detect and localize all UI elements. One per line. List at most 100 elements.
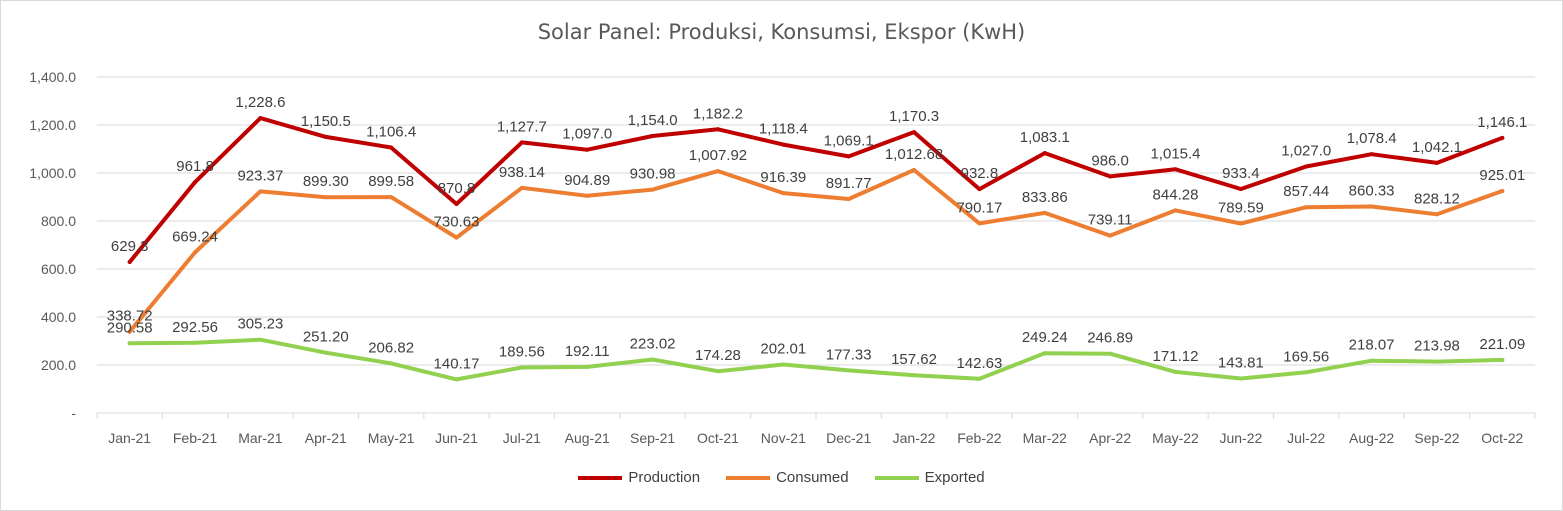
x-tick-label: Jul-22 xyxy=(1287,430,1325,446)
data-point-consumed xyxy=(715,169,720,174)
data-label-consumed: 730.63 xyxy=(434,214,480,231)
data-label-consumed: 899.30 xyxy=(303,173,349,190)
x-axis: Jan-21 Feb-21 Mar-21 Apr-21 May-21 Jun-21 Jul-… xyxy=(96,412,1536,446)
data-label-exported: 174.28 xyxy=(695,347,741,364)
data-point-exported xyxy=(1304,370,1309,375)
data-label-consumed: 1,007.92 xyxy=(689,147,747,164)
data-point-exported xyxy=(127,341,132,346)
x-tick-label: Dec-21 xyxy=(826,430,871,446)
x-tick-label: Jul-21 xyxy=(503,430,541,446)
x-tick-label: Oct-21 xyxy=(697,430,739,446)
data-label-production: 961.8 xyxy=(176,158,214,175)
data-point-consumed xyxy=(846,196,851,201)
x-tick-label: May-21 xyxy=(368,430,415,446)
data-label-exported: 206.82 xyxy=(368,339,414,356)
series-line-exported xyxy=(127,337,1505,382)
legend-item-exported: Exported xyxy=(874,469,985,486)
x-tick-label: Sep-22 xyxy=(1414,430,1459,446)
data-point-consumed xyxy=(454,235,459,240)
data-label-production: 986.0 xyxy=(1091,152,1129,169)
data-point-exported xyxy=(1108,351,1113,356)
data-label-exported: 221.09 xyxy=(1479,336,1525,353)
data-point-production xyxy=(912,130,917,135)
data-label-production: 932.8 xyxy=(961,165,999,182)
data-label-consumed: 857.44 xyxy=(1283,183,1329,200)
data-label-production: 1,097.0 xyxy=(562,126,612,143)
legend-item-consumed: Consumed xyxy=(726,469,849,486)
data-point-production xyxy=(1434,160,1439,165)
data-label-consumed: 904.89 xyxy=(564,172,610,189)
data-label-exported: 223.02 xyxy=(630,335,676,352)
y-tick-label: - xyxy=(71,405,76,421)
chart-title: Solar Panel: Produksi, Konsumsi, Ekspor … xyxy=(537,20,1026,44)
data-label-production: 933.4 xyxy=(1222,165,1260,182)
data-label-exported: 177.33 xyxy=(826,346,872,363)
legend-label-exported: Exported xyxy=(924,469,985,486)
data-point-consumed xyxy=(781,191,786,196)
data-point-exported xyxy=(1500,357,1505,362)
data-point-production xyxy=(1173,167,1178,172)
data-label-production: 1,042.1 xyxy=(1412,139,1462,156)
data-point-consumed xyxy=(1042,210,1047,215)
legend-swatch-production xyxy=(578,475,623,480)
data-label-production: 1,118.4 xyxy=(759,121,808,138)
series-lines xyxy=(127,116,1505,382)
x-tick-label: Feb-22 xyxy=(957,430,1002,446)
x-tick-label: May-22 xyxy=(1152,430,1199,446)
y-tick-label: 400.0 xyxy=(41,309,76,325)
data-label-production: 1,150.5 xyxy=(301,113,351,130)
data-label-exported: 202.01 xyxy=(760,341,806,358)
data-point-exported xyxy=(846,368,851,373)
data-label-production: 1,078.4 xyxy=(1347,130,1397,147)
data-label-production: 1,015.4 xyxy=(1150,145,1200,162)
x-tick-label: Nov-21 xyxy=(761,430,806,446)
data-point-exported xyxy=(1173,369,1178,374)
data-label-exported: 246.89 xyxy=(1087,330,1133,347)
data-point-exported xyxy=(585,364,590,369)
data-point-exported xyxy=(977,376,982,381)
y-tick-label: 1,400.0 xyxy=(29,69,76,85)
x-tick-label: Feb-21 xyxy=(173,430,218,446)
data-label-consumed: 925.01 xyxy=(1479,167,1525,184)
x-tick-label: Mar-21 xyxy=(238,430,283,446)
data-point-production xyxy=(193,180,198,185)
data-point-exported xyxy=(323,350,328,355)
data-point-exported xyxy=(1042,351,1047,356)
x-tick-label: Jan-22 xyxy=(893,430,936,446)
data-label-consumed: 1,012.68 xyxy=(885,146,943,163)
series-line-production xyxy=(127,116,1505,264)
y-tick-label: 1,000.0 xyxy=(29,165,76,181)
data-label-production: 1,083.1 xyxy=(1020,129,1070,146)
x-tick-label: Apr-21 xyxy=(305,430,347,446)
x-tick-label: Sep-21 xyxy=(630,430,675,446)
data-point-production xyxy=(977,187,982,192)
data-point-exported xyxy=(715,369,720,374)
data-label-consumed: 860.33 xyxy=(1349,183,1395,200)
data-label-consumed: 789.59 xyxy=(1218,199,1264,216)
data-label-exported: 189.56 xyxy=(499,344,545,361)
data-label-consumed: 891.77 xyxy=(826,175,872,192)
data-label-consumed: 938.14 xyxy=(499,164,545,181)
data-label-production: 629.3 xyxy=(111,238,149,255)
data-point-exported xyxy=(1369,358,1374,363)
y-tick-label: 1,200.0 xyxy=(29,117,76,133)
data-label-consumed: 669.24 xyxy=(172,228,218,245)
x-tick-label: Apr-22 xyxy=(1089,430,1131,446)
data-point-consumed xyxy=(1173,208,1178,213)
data-label-production: 870.8 xyxy=(438,180,476,197)
data-label-exported: 169.56 xyxy=(1283,348,1329,365)
legend-swatch-consumed xyxy=(726,475,771,480)
data-label-exported: 143.81 xyxy=(1218,354,1264,371)
data-point-production xyxy=(127,259,132,264)
legend: Production Consumed Exported xyxy=(0,469,1563,486)
data-point-consumed xyxy=(585,193,590,198)
data-labels: 629.3 961.8 1,228.6 1,150.5 1,106.4 870.8 1,12… xyxy=(107,94,1528,372)
legend-label-consumed: Consumed xyxy=(776,469,849,486)
data-label-exported: 140.17 xyxy=(434,355,480,372)
data-point-consumed xyxy=(1108,233,1113,238)
data-point-production xyxy=(1500,135,1505,140)
data-label-production: 1,146.1 xyxy=(1477,114,1527,131)
data-point-production xyxy=(1108,174,1113,179)
data-point-production xyxy=(1369,152,1374,157)
data-point-production xyxy=(1238,186,1243,191)
